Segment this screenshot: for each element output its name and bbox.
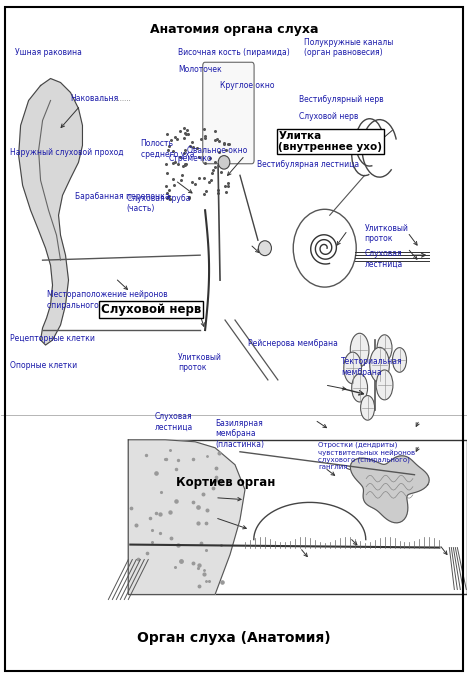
Ellipse shape [258, 241, 271, 256]
Text: Текториальная
мембрана: Текториальная мембрана [341, 357, 403, 377]
Ellipse shape [377, 335, 392, 361]
Ellipse shape [344, 352, 361, 384]
Text: Орган слуха (Анатомия): Орган слуха (Анатомия) [137, 631, 331, 645]
Ellipse shape [218, 155, 230, 169]
Text: Вестибулярный нерв: Вестибулярный нерв [300, 96, 384, 104]
Ellipse shape [370, 347, 389, 382]
Ellipse shape [361, 395, 374, 420]
Ellipse shape [351, 374, 367, 402]
Text: Кортиев орган: Кортиев орган [176, 476, 275, 489]
Ellipse shape [376, 370, 393, 400]
Text: Базилярная
мембрана
(пластинка): Базилярная мембрана (пластинка) [215, 419, 264, 449]
Text: Молоточек: Молоточек [178, 65, 222, 74]
Text: Овальное окно: Овальное окно [187, 146, 248, 155]
Text: Рецепторные клетки: Рецепторные клетки [10, 334, 95, 342]
Polygon shape [128, 440, 245, 595]
Text: Улитка
(внутреннее ухо): Улитка (внутреннее ухо) [278, 131, 382, 152]
Polygon shape [351, 456, 429, 523]
Text: Анатомия органа слуха: Анатомия органа слуха [150, 23, 318, 36]
Text: Стремечко: Стремечко [168, 155, 212, 163]
Text: Круглое окно: Круглое окно [220, 81, 275, 89]
Text: Отростки (дендриты)
чувствительных нейронов
слухового (спирального)
ганглия: Отростки (дендриты) чувствительных нейро… [318, 442, 415, 471]
Ellipse shape [393, 348, 407, 372]
Polygon shape [19, 79, 82, 345]
Text: Слуховой нерв: Слуховой нерв [101, 303, 201, 316]
Text: Слуховая
лестница: Слуховая лестница [365, 249, 403, 268]
Ellipse shape [350, 334, 369, 367]
Text: Полукружные каналы
(орган равновесия): Полукружные каналы (орган равновесия) [304, 38, 393, 58]
Text: Слуховой нерв: Слуховой нерв [300, 113, 358, 121]
Text: Вестибулярная лестница: Вестибулярная лестница [257, 160, 359, 169]
Text: Опорные клетки: Опорные клетки [10, 361, 77, 370]
Text: Височная кость (пирамида): Височная кость (пирамида) [178, 48, 290, 57]
Text: Слуховая
лестница: Слуховая лестница [155, 412, 193, 431]
Text: Улитковый
проток: Улитковый проток [365, 224, 409, 243]
Text: Ушная раковина: Ушная раковина [15, 48, 81, 57]
FancyBboxPatch shape [203, 62, 254, 164]
Text: Слуховая труба
(часть): Слуховая труба (часть) [127, 193, 190, 213]
Text: Наковальня: Наковальня [71, 94, 119, 103]
Text: Рейснерова мембрана: Рейснерова мембрана [248, 339, 338, 348]
Text: Местораположение нейронов
спирального ганглия: Местораположение нейронов спирального га… [47, 290, 168, 310]
Text: Улитковый
проток: Улитковый проток [178, 353, 222, 372]
Text: Барабанная перепонка: Барабанная перепонка [75, 192, 170, 201]
FancyBboxPatch shape [128, 440, 468, 595]
Text: Наружный слуховой проход: Наружный слуховой проход [10, 148, 124, 157]
Text: Полость
среднего уха: Полость среднего уха [141, 140, 194, 159]
